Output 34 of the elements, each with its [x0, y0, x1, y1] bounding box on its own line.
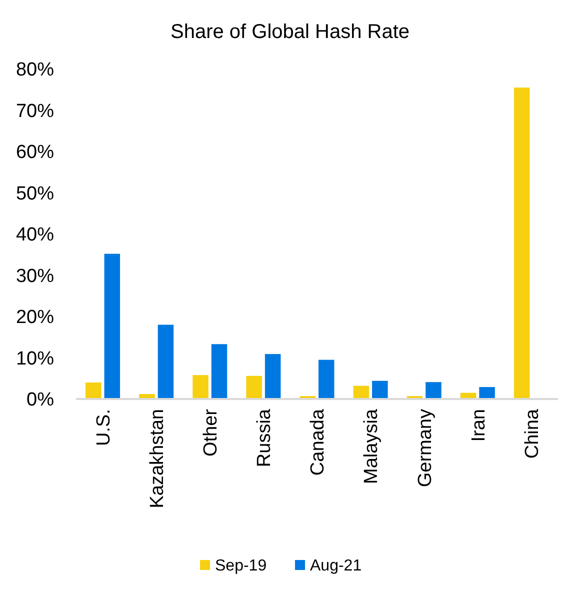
y-tick-label: 20% — [16, 307, 54, 328]
x-tick-label: Other — [200, 408, 222, 457]
legend-label: Sep-19 — [215, 558, 267, 575]
y-tick-label: 50% — [16, 183, 54, 204]
x-tick-label: Germany — [414, 408, 436, 488]
bar — [264, 354, 281, 399]
y-tick-label: 80% — [16, 60, 54, 81]
bar — [372, 380, 388, 399]
bar — [246, 376, 262, 399]
bar — [192, 375, 208, 399]
chart-title: Share of Global Hash Rate — [170, 21, 410, 43]
bar — [479, 387, 495, 399]
y-tick-label: 0% — [26, 390, 54, 411]
x-tick-label: Kazakhstan — [146, 409, 168, 508]
x-tick-label: China — [522, 408, 543, 459]
y-tick-label: 70% — [16, 100, 54, 122]
x-tick-label: Iran — [468, 409, 490, 442]
x-tick-label: Russia — [254, 408, 276, 468]
bar — [514, 88, 530, 399]
y-tick-label: 30% — [16, 266, 54, 287]
x-tick-label: U.S. — [93, 409, 114, 446]
y-tick-label: 40% — [16, 224, 54, 246]
y-tick-label: 10% — [16, 348, 54, 370]
bar — [318, 360, 334, 399]
bar — [211, 344, 228, 399]
x-tick-label: Canada — [308, 408, 329, 476]
x-tick-label: Malaysia — [361, 408, 382, 484]
legend-label: Aug-21 — [310, 558, 362, 575]
bar — [353, 386, 370, 399]
bar — [158, 324, 174, 399]
bar — [426, 382, 442, 399]
bar — [86, 382, 102, 399]
bar — [104, 254, 120, 399]
y-tick-label: 60% — [16, 142, 54, 164]
